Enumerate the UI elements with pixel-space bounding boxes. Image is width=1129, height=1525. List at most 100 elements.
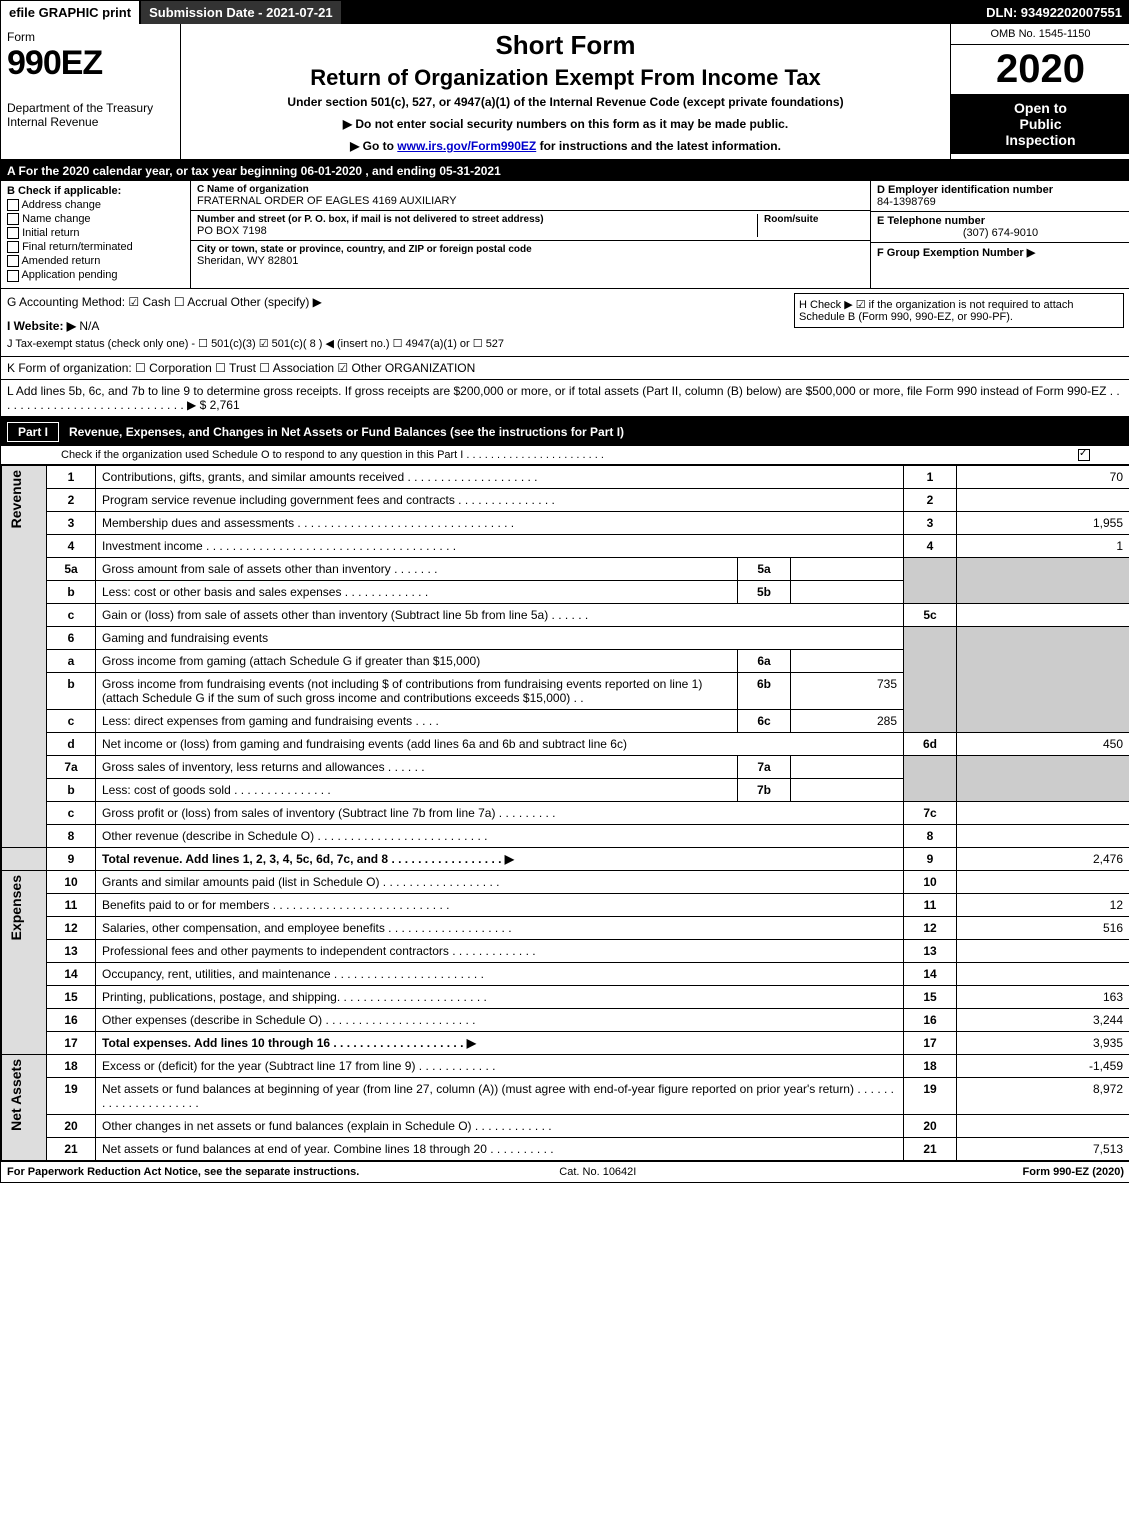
line-6d-num: d bbox=[47, 732, 96, 755]
cb-address-change[interactable]: Address change bbox=[7, 199, 184, 211]
line-13-num: 13 bbox=[47, 939, 96, 962]
under-section: Under section 501(c), 527, or 4947(a)(1)… bbox=[191, 95, 940, 109]
schedule-o-checkbox[interactable] bbox=[1078, 449, 1090, 461]
line-7b-num: b bbox=[47, 778, 96, 801]
line-5b-desc: Less: cost or other basis and sales expe… bbox=[96, 580, 738, 603]
line-21-rval: 7,513 bbox=[957, 1137, 1129, 1160]
org-name: FRATERNAL ORDER OF EAGLES 4169 AUXILIARY bbox=[197, 195, 864, 207]
line-9-desc: Total revenue. Add lines 1, 2, 3, 4, 5c,… bbox=[96, 847, 904, 870]
revenue-side-label: Revenue bbox=[8, 470, 24, 528]
line-16-rval: 3,244 bbox=[957, 1008, 1129, 1031]
line-18-num: 18 bbox=[47, 1054, 96, 1077]
line-11-rnum: 11 bbox=[904, 893, 957, 916]
h-schedule-b-box: H Check ▶ ☑ if the organization is not r… bbox=[794, 293, 1124, 328]
line-19-rnum: 19 bbox=[904, 1077, 957, 1114]
line-5a-desc: Gross amount from sale of assets other t… bbox=[96, 557, 738, 580]
cb-amended-return[interactable]: Amended return bbox=[7, 255, 184, 267]
line-15-rnum: 15 bbox=[904, 985, 957, 1008]
row-a-tax-year: A For the 2020 calendar year, or tax yea… bbox=[1, 161, 1129, 181]
return-title: Return of Organization Exempt From Incom… bbox=[191, 65, 940, 91]
line-13-desc: Professional fees and other payments to … bbox=[96, 939, 904, 962]
netassets-side-label: Net Assets bbox=[8, 1059, 24, 1131]
line-17-rnum: 17 bbox=[904, 1031, 957, 1054]
line-16-num: 16 bbox=[47, 1008, 96, 1031]
open-public-box: Open to Public Inspection bbox=[951, 94, 1129, 154]
form-word: Form bbox=[7, 30, 174, 44]
line-17-num: 17 bbox=[47, 1031, 96, 1054]
line-2-desc: Program service revenue including govern… bbox=[96, 488, 904, 511]
line-19-num: 19 bbox=[47, 1077, 96, 1114]
footer: For Paperwork Reduction Act Notice, see … bbox=[1, 1161, 1129, 1182]
line-5a-num: 5a bbox=[47, 557, 96, 580]
section-g-h-i-j: G Accounting Method: ☑ Cash ☐ Accrual Ot… bbox=[1, 289, 1129, 357]
line-8-rval bbox=[957, 824, 1129, 847]
line-3-rval: 1,955 bbox=[957, 511, 1129, 534]
line-12-rnum: 12 bbox=[904, 916, 957, 939]
line-2-rnum: 2 bbox=[904, 488, 957, 511]
line-5c-rval bbox=[957, 603, 1129, 626]
e-phone-cell: E Telephone number (307) 674-9010 bbox=[871, 212, 1129, 243]
line-5b-num: b bbox=[47, 580, 96, 603]
line-7a-num: 7a bbox=[47, 755, 96, 778]
addr-value: PO BOX 7198 bbox=[197, 225, 757, 237]
header: Form 990EZ Department of the Treasury In… bbox=[1, 24, 1129, 161]
paperwork-notice: For Paperwork Reduction Act Notice, see … bbox=[7, 1166, 359, 1178]
line-6-num: 6 bbox=[47, 626, 96, 649]
part-1-title: Revenue, Expenses, and Changes in Net As… bbox=[69, 425, 624, 439]
line-4-rval: 1 bbox=[957, 534, 1129, 557]
irs-link[interactable]: www.irs.gov/Form990EZ bbox=[397, 139, 536, 153]
cat-no: Cat. No. 10642I bbox=[559, 1166, 636, 1178]
line-20-rnum: 20 bbox=[904, 1114, 957, 1137]
j-tax-exempt: J Tax-exempt status (check only one) - ☐… bbox=[7, 337, 1124, 350]
cb-initial-return[interactable]: Initial return bbox=[7, 227, 184, 239]
city-label: City or town, state or province, country… bbox=[197, 244, 864, 255]
line-6a-ival bbox=[791, 649, 904, 672]
shade-6 bbox=[904, 626, 957, 732]
row-l-gross-receipts: L Add lines 5b, 6c, and 7b to line 9 to … bbox=[1, 380, 1129, 418]
cb-final-return[interactable]: Final return/terminated bbox=[7, 241, 184, 253]
line-6a-desc: Gross income from gaming (attach Schedul… bbox=[96, 649, 738, 672]
i-label: I Website: ▶ bbox=[7, 319, 76, 333]
cb-application-pending[interactable]: Application pending bbox=[7, 269, 184, 281]
line-18-rnum: 18 bbox=[904, 1054, 957, 1077]
line-15-num: 15 bbox=[47, 985, 96, 1008]
line-3-rnum: 3 bbox=[904, 511, 957, 534]
section-b-c-d-e-f: B Check if applicable: Address change Na… bbox=[1, 181, 1129, 289]
line-13-rnum: 13 bbox=[904, 939, 957, 962]
line-20-num: 20 bbox=[47, 1114, 96, 1137]
city-cell: City or town, state or province, country… bbox=[191, 241, 870, 270]
cb-name-change[interactable]: Name change bbox=[7, 213, 184, 225]
line-7a-inum: 7a bbox=[738, 755, 791, 778]
line-9-rval: 2,476 bbox=[957, 847, 1129, 870]
f-label: F Group Exemption Number ▶ bbox=[877, 246, 1124, 259]
line-17-desc: Total expenses. Add lines 10 through 16 … bbox=[96, 1031, 904, 1054]
shade-7v bbox=[957, 755, 1129, 801]
line-20-desc: Other changes in net assets or fund bala… bbox=[96, 1114, 904, 1137]
line-8-rnum: 8 bbox=[904, 824, 957, 847]
line-11-num: 11 bbox=[47, 893, 96, 916]
line-15-desc: Printing, publications, postage, and shi… bbox=[96, 985, 904, 1008]
part-1-sub-text: Check if the organization used Schedule … bbox=[61, 449, 604, 461]
line-7c-rval bbox=[957, 801, 1129, 824]
c-name-cell: C Name of organization FRATERNAL ORDER O… bbox=[191, 181, 870, 211]
line-7b-desc: Less: cost of goods sold . . . . . . . .… bbox=[96, 778, 738, 801]
employer-column: D Employer identification number 84-1398… bbox=[870, 181, 1129, 288]
line-6c-inum: 6c bbox=[738, 709, 791, 732]
line-14-desc: Occupancy, rent, utilities, and maintena… bbox=[96, 962, 904, 985]
shade-7 bbox=[904, 755, 957, 801]
line-6d-rnum: 6d bbox=[904, 732, 957, 755]
line-5c-rnum: 5c bbox=[904, 603, 957, 626]
website-value: N/A bbox=[79, 319, 99, 333]
line-3-desc: Membership dues and assessments . . . . … bbox=[96, 511, 904, 534]
line-16-rnum: 16 bbox=[904, 1008, 957, 1031]
line-12-rval: 516 bbox=[957, 916, 1129, 939]
line-17-rval: 3,935 bbox=[957, 1031, 1129, 1054]
d-ein-cell: D Employer identification number 84-1398… bbox=[871, 181, 1129, 212]
line-20-rval bbox=[957, 1114, 1129, 1137]
form-number: 990EZ bbox=[7, 44, 174, 83]
line-18-desc: Excess or (deficit) for the year (Subtra… bbox=[96, 1054, 904, 1077]
line-6b-num: b bbox=[47, 672, 96, 709]
line-1-desc: Contributions, gifts, grants, and simila… bbox=[96, 465, 904, 488]
line-18-rval: -1,459 bbox=[957, 1054, 1129, 1077]
short-form-title: Short Form bbox=[191, 30, 940, 61]
